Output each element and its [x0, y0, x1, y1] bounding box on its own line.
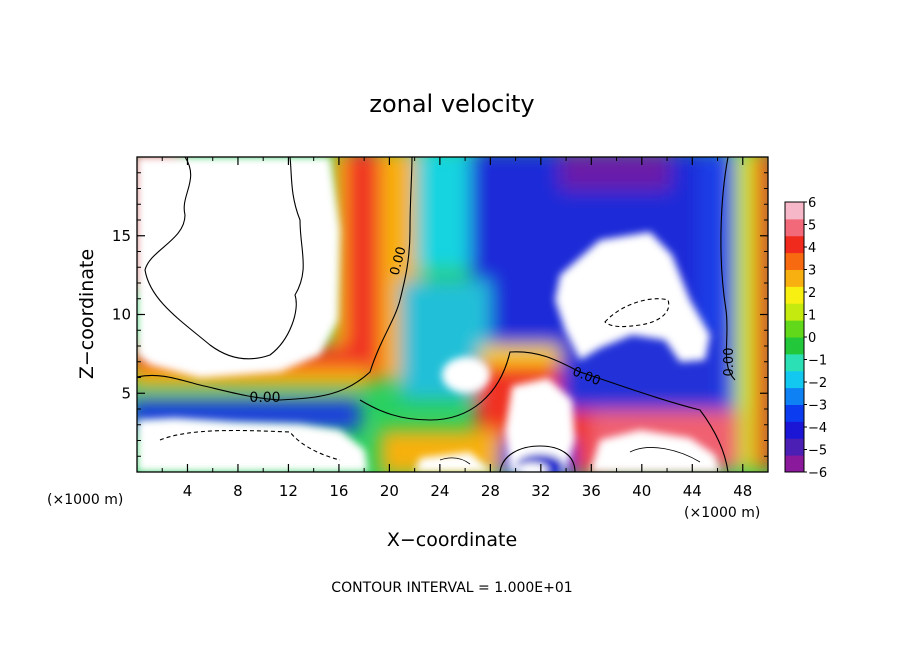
colorbar-swatch — [785, 455, 804, 473]
x-tick-label: 36 — [582, 482, 601, 500]
contour-interval-note: CONTOUR INTERVAL = 1.000E+01 — [331, 580, 572, 596]
x-axis: 4 8 12 16 20 24 28 32 36 40 44 48 — [161, 157, 752, 500]
colorbar-label: −1 — [808, 354, 827, 369]
x-tick-label: 28 — [481, 482, 500, 500]
colorbar-label: −6 — [808, 466, 827, 481]
x-tick-label: 20 — [380, 482, 399, 500]
y-tick-label: 10 — [112, 306, 131, 324]
y-axis-label: Z−coordinate — [76, 249, 98, 379]
colorbar-swatch — [785, 387, 804, 405]
colorbar-label: 4 — [808, 241, 816, 256]
y-tick-label: 15 — [112, 227, 131, 245]
x-tick-label: 48 — [733, 482, 752, 500]
velocity-field — [137, 157, 768, 472]
colorbar-swatch — [785, 235, 804, 254]
contour-label: 0.00 — [722, 348, 737, 377]
colorbar-label: 1 — [808, 309, 816, 324]
colorbar-label: 3 — [808, 264, 816, 279]
chart-title: zonal velocity — [369, 90, 534, 118]
x-tick-label: 24 — [430, 482, 449, 500]
colorbar-label: 5 — [808, 219, 816, 234]
x-unit-label-right: (×1000 m) — [684, 505, 760, 521]
colorbar-label: −5 — [808, 444, 827, 459]
x-tick-label: 16 — [329, 482, 348, 500]
colorbar-label: 2 — [808, 286, 816, 301]
y-tick-label: 5 — [121, 384, 131, 402]
colorbar-swatch — [785, 218, 804, 237]
x-tick-label: 40 — [632, 482, 651, 500]
colorbar-label: 0 — [808, 331, 816, 346]
x-tick-label: 4 — [183, 482, 193, 500]
colorbar-swatch — [785, 286, 804, 304]
colorbar-swatch — [785, 421, 804, 439]
x-tick-label: 44 — [683, 482, 702, 500]
colorbar-label: 6 — [808, 196, 816, 211]
x-unit-label-left: (×1000 m) — [47, 492, 123, 508]
x-tick-label: 8 — [233, 482, 243, 500]
colorbar-swatch — [785, 404, 804, 422]
contour-lines — [137, 157, 736, 472]
colorbar: 6 5 4 3 2 1 0 −1 −2 −3 −4 −5 −6 — [784, 196, 827, 481]
colorbar-swatch — [785, 252, 804, 270]
colorbar-swatch — [785, 202, 804, 220]
x-axis-label: X−coordinate — [387, 529, 517, 551]
colorbar-label: −3 — [808, 399, 827, 414]
colorbar-label: −2 — [808, 376, 827, 391]
x-tick-label: 12 — [279, 482, 298, 500]
colorbar-swatch — [785, 353, 804, 372]
colorbar-swatch — [785, 438, 804, 456]
colorbar-swatch — [785, 269, 804, 287]
x-tick-label: 32 — [531, 482, 550, 500]
colorbar-swatch — [785, 337, 804, 355]
colorbar-swatch — [785, 370, 804, 389]
colorbar-label: −4 — [808, 421, 827, 436]
y-axis: 5 10 15 — [112, 172, 768, 457]
colorbar-swatch — [785, 303, 804, 321]
contour-label: 0.00 — [249, 390, 280, 406]
colorbar-swatch — [785, 320, 804, 338]
contour-label: 0.00 — [388, 245, 410, 277]
